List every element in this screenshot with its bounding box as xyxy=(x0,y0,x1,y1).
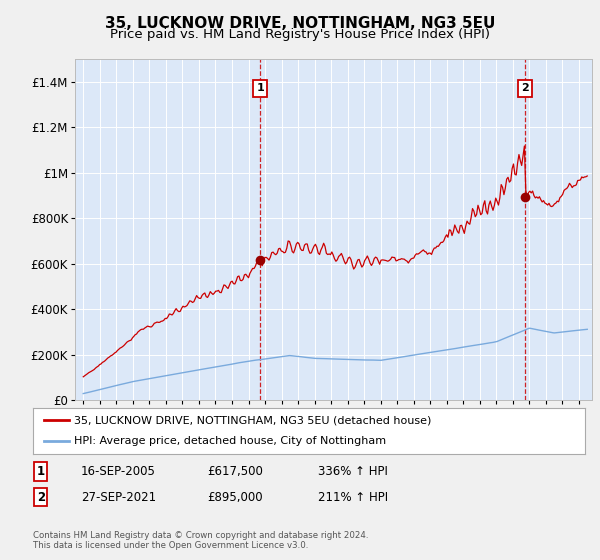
Text: 1: 1 xyxy=(37,465,45,478)
Text: £617,500: £617,500 xyxy=(207,465,263,478)
Text: 35, LUCKNOW DRIVE, NOTTINGHAM, NG3 5EU: 35, LUCKNOW DRIVE, NOTTINGHAM, NG3 5EU xyxy=(105,16,495,31)
Text: This data is licensed under the Open Government Licence v3.0.: This data is licensed under the Open Gov… xyxy=(33,542,308,550)
Text: 1: 1 xyxy=(256,83,264,94)
Text: 35, LUCKNOW DRIVE, NOTTINGHAM, NG3 5EU (detached house): 35, LUCKNOW DRIVE, NOTTINGHAM, NG3 5EU (… xyxy=(74,415,432,425)
Text: HPI: Average price, detached house, City of Nottingham: HPI: Average price, detached house, City… xyxy=(74,436,386,446)
Text: 2: 2 xyxy=(37,491,45,504)
Text: 16-SEP-2005: 16-SEP-2005 xyxy=(81,465,156,478)
Text: 336% ↑ HPI: 336% ↑ HPI xyxy=(318,465,388,478)
Text: Price paid vs. HM Land Registry's House Price Index (HPI): Price paid vs. HM Land Registry's House … xyxy=(110,28,490,41)
Text: 2: 2 xyxy=(521,83,529,94)
Text: £895,000: £895,000 xyxy=(207,491,263,504)
Text: Contains HM Land Registry data © Crown copyright and database right 2024.: Contains HM Land Registry data © Crown c… xyxy=(33,531,368,540)
Text: 211% ↑ HPI: 211% ↑ HPI xyxy=(318,491,388,504)
Text: 27-SEP-2021: 27-SEP-2021 xyxy=(81,491,156,504)
